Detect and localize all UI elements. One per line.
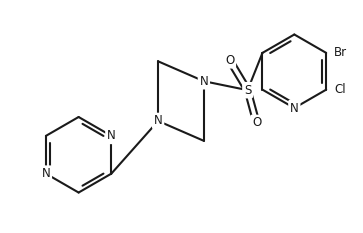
Text: O: O <box>225 54 234 67</box>
Text: Cl: Cl <box>334 83 346 96</box>
Text: O: O <box>252 116 261 130</box>
Text: N: N <box>290 102 299 115</box>
Text: N: N <box>107 129 116 142</box>
Text: N: N <box>200 75 208 88</box>
Text: N: N <box>41 167 50 180</box>
Text: S: S <box>244 84 251 97</box>
Text: N: N <box>154 114 163 127</box>
Text: Br: Br <box>334 46 347 59</box>
